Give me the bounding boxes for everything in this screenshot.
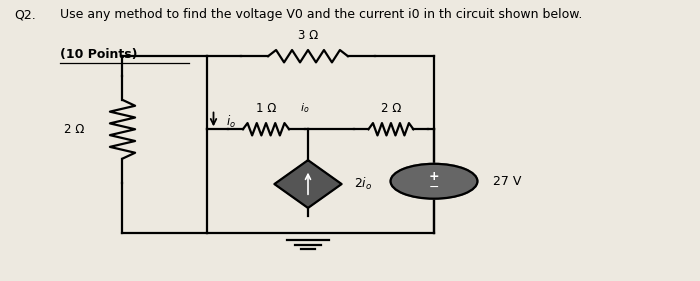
Text: 2 Ω: 2 Ω <box>381 102 401 115</box>
Text: Q2.: Q2. <box>14 8 36 21</box>
Text: 2 Ω: 2 Ω <box>64 123 84 136</box>
Circle shape <box>391 164 477 199</box>
Text: +: + <box>428 169 440 183</box>
Text: 27 V: 27 V <box>493 175 522 188</box>
Text: 3 Ω: 3 Ω <box>298 29 318 42</box>
Text: −: − <box>428 181 440 194</box>
Text: $i_o$: $i_o$ <box>300 101 309 115</box>
Text: Use any method to find the voltage V0 and the current i0 in th circuit shown bel: Use any method to find the voltage V0 an… <box>60 8 582 21</box>
Text: (10 Points): (10 Points) <box>60 48 137 61</box>
Text: $i_o$: $i_o$ <box>226 114 236 130</box>
Text: $2i_o$: $2i_o$ <box>354 176 372 192</box>
Text: 1 Ω: 1 Ω <box>256 102 276 115</box>
Polygon shape <box>274 160 342 208</box>
